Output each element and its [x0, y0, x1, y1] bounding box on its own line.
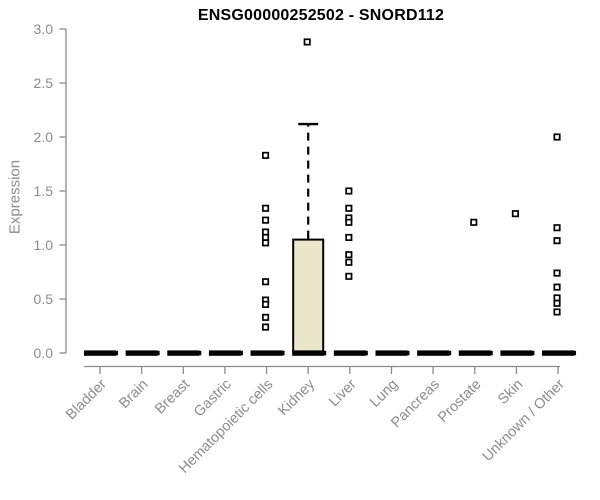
zero-point-nub-breast — [196, 350, 202, 356]
outlier-point-liver — [345, 187, 353, 195]
outlier-point-liver — [345, 251, 353, 259]
y-tick-label: 0.5 — [34, 291, 54, 307]
zero-point-nub-bladder — [113, 350, 118, 356]
y-tick-label: 2.0 — [34, 129, 54, 145]
x-label-kidney: Kidney — [275, 376, 318, 419]
x-label-bladder: Bladder — [63, 376, 110, 423]
outlier-point-unknown-other — [553, 224, 561, 232]
median-bar-bladder — [84, 350, 116, 356]
median-bar-hematopoietic-cells — [250, 350, 283, 356]
zero-point-nub-brain — [155, 350, 160, 356]
outlier-point-unknown-other — [553, 299, 561, 307]
zero-point-nub-skin — [529, 350, 535, 356]
outlier-point-skin — [511, 210, 519, 218]
outlier-point-liver — [345, 258, 353, 266]
zero-point-nub-lung — [404, 350, 410, 356]
outlier-point-unknown-other — [553, 283, 561, 291]
outlier-point-hematopoietic-cells — [262, 204, 270, 212]
zero-point-nub-prostate — [488, 350, 493, 356]
zero-point-nub-pancreas — [446, 350, 452, 356]
median-bar-unknown-other — [542, 350, 575, 356]
outlier-point-prostate — [470, 218, 478, 226]
outlier-point-hematopoietic-cells — [262, 239, 270, 247]
outlier-point-hematopoietic-cells — [262, 300, 270, 308]
outlier-point-liver — [345, 233, 353, 241]
outlier-point-unknown-other — [553, 133, 561, 141]
median-bar-gastric — [208, 350, 241, 356]
x-label-liver: Liver — [326, 376, 360, 410]
chart-title: ENSG00000252502 - SNORD112 — [197, 7, 445, 24]
outlier-point-liver — [345, 204, 353, 212]
zero-point-nub-unknown-other — [571, 350, 577, 356]
y-tick-label: 0.0 — [34, 345, 54, 361]
median-bar-skin — [500, 350, 533, 356]
box-kidney — [292, 238, 325, 354]
x-label-prostate: Prostate — [435, 377, 484, 426]
zero-point-nub-liver — [363, 350, 368, 356]
outlier-point-unknown-other — [553, 269, 561, 277]
outlier-point-hematopoietic-cells — [262, 313, 270, 321]
outlier-point-hematopoietic-cells — [262, 278, 270, 286]
outlier-point-kidney — [303, 38, 311, 46]
outlier-point-liver — [345, 272, 353, 280]
median-bar-prostate — [458, 350, 491, 356]
x-label-brain: Brain — [116, 377, 151, 412]
y-tick-label: 1.0 — [34, 237, 54, 253]
median-bar-pancreas — [417, 350, 450, 356]
x-label-skin: Skin — [495, 377, 526, 408]
outlier-point-unknown-other — [553, 237, 561, 245]
y-tick-label: 1.5 — [34, 183, 54, 199]
x-label-lung: Lung — [367, 377, 401, 411]
outlier-point-liver — [345, 218, 353, 226]
y-tick-label: 2.5 — [34, 75, 54, 91]
outlier-point-hematopoietic-cells — [262, 216, 270, 224]
median-bar-brain — [125, 350, 158, 356]
zero-point-nub-gastric — [238, 350, 243, 356]
outlier-point-hematopoietic-cells — [262, 323, 270, 331]
y-tick-label: 3.0 — [34, 21, 54, 37]
median-bar-lung — [375, 350, 408, 356]
outlier-point-unknown-other — [553, 308, 561, 316]
zero-point-nub-kidney — [321, 350, 327, 356]
median-bar-liver — [333, 350, 366, 356]
median-bar-kidney — [292, 350, 325, 356]
x-label-breast: Breast — [152, 377, 193, 418]
outlier-point-hematopoietic-cells — [262, 151, 270, 159]
zero-point-nub-hematopoietic-cells — [280, 350, 285, 356]
median-bar-breast — [167, 350, 200, 356]
